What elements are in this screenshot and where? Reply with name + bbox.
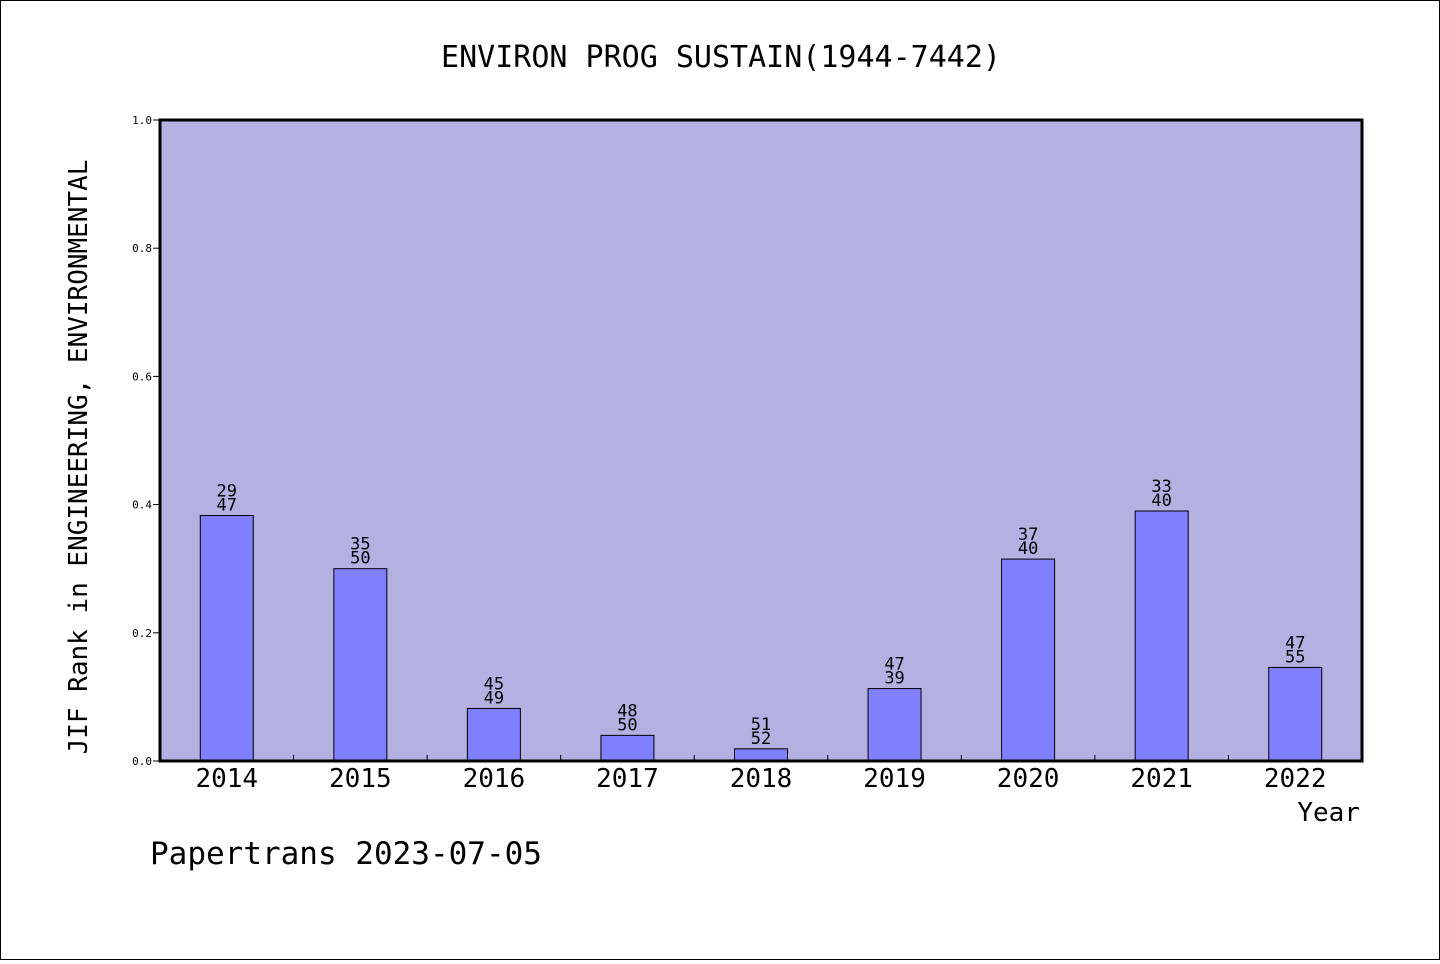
bar-label-top: 35 — [350, 535, 370, 555]
y-tick-label: 1.0 — [132, 114, 152, 127]
y-axis-ticks: 0.0 0.2 0.4 0.6 0.8 1.0 — [132, 114, 160, 768]
bar-2020 — [1001, 558, 1056, 762]
x-tick-label: 2016 — [463, 764, 526, 794]
y-tick-label: 0.2 — [132, 627, 152, 640]
x-tick-label: 2019 — [863, 764, 926, 794]
y-axis-label: JIF Rank in ENGINEERING, ENVIRONMENTAL — [64, 160, 94, 755]
bar-2015 — [333, 568, 388, 762]
bar-label-bottom: 55 — [1285, 647, 1305, 667]
bar-label-top: 47 — [884, 655, 904, 675]
x-axis-ticks: 2014 2015 2016 2017 2018 2019 2020 2021 2022 — [195, 755, 1327, 794]
bar-label-bottom: 52 — [751, 729, 771, 749]
x-tick-label: 2018 — [730, 764, 793, 794]
bar-label-top: 29 — [217, 481, 237, 501]
bar-2018 — [734, 748, 788, 762]
x-tick-label: 2017 — [596, 764, 659, 794]
footer-text: Papertrans 2023-07-05 — [150, 836, 542, 872]
x-tick-label: 2020 — [997, 764, 1060, 794]
y-tick-label: 0.4 — [132, 499, 152, 512]
plot-border — [158, 118, 1364, 763]
bar-label-top: 51 — [751, 715, 771, 735]
x-tick-label: 2015 — [329, 764, 392, 794]
bar-2017 — [600, 734, 655, 762]
bar-label-bottom: 40 — [1151, 491, 1171, 511]
y-tick-label: 0.0 — [132, 755, 152, 768]
bar-label-top: 33 — [1151, 477, 1171, 497]
bar-label-bottom: 39 — [884, 669, 904, 689]
bars — [199, 510, 1323, 762]
chart-title: ENVIRON PROG SUSTAIN(1944-7442) — [441, 40, 1001, 75]
bar-label-bottom: 50 — [350, 549, 370, 569]
x-tick-label: 2014 — [195, 764, 258, 794]
x-tick-label: 2021 — [1130, 764, 1193, 794]
bar-label-bottom: 50 — [617, 715, 637, 735]
bar-label-top: 47 — [1285, 633, 1305, 653]
bar-2022 — [1268, 666, 1323, 762]
bar-label-bottom: 40 — [1018, 539, 1038, 559]
y-tick-label: 0.6 — [132, 370, 152, 383]
bar-label-top: 48 — [617, 701, 637, 721]
bar-label-bottom: 49 — [484, 688, 504, 708]
bar-2021 — [1134, 510, 1189, 762]
y-tick-label: 0.8 — [132, 242, 152, 255]
bar-label-top: 45 — [484, 674, 504, 694]
bar-label-bottom: 47 — [217, 495, 237, 515]
bar-2014 — [199, 514, 254, 762]
x-axis-label: Year — [1297, 798, 1360, 828]
bar-label-top: 37 — [1018, 525, 1038, 545]
bar-2016 — [466, 707, 521, 762]
x-tick-label: 2022 — [1264, 764, 1327, 794]
bar-2019 — [867, 688, 922, 762]
